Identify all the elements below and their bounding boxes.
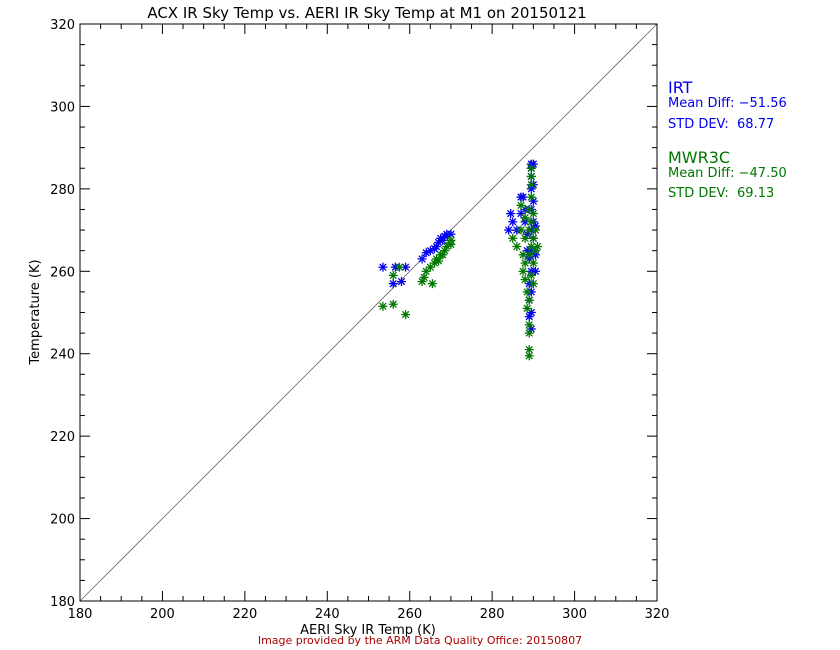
- data-point: [504, 225, 514, 235]
- y-tick-label: 280: [50, 183, 75, 198]
- one-to-one-line: [79, 23, 658, 602]
- data-point: [394, 262, 404, 272]
- data-point: [524, 295, 534, 305]
- data-point: [378, 301, 388, 311]
- y-tick-label: 300: [50, 100, 75, 115]
- y-tick-label: 240: [50, 348, 75, 363]
- data-point: [419, 272, 429, 282]
- data-point: [446, 235, 456, 245]
- x-axis-label: AERI Sky IR Temp (K): [300, 623, 436, 638]
- data-point: [516, 200, 526, 210]
- data-point: [417, 277, 427, 287]
- data-point: [434, 256, 444, 266]
- chart-title: ACX IR Sky Temp vs. AERI IR Sky Temp at …: [147, 4, 586, 22]
- data-point: [388, 299, 398, 309]
- x-tick-label: 300: [562, 607, 587, 622]
- data-point: [528, 209, 538, 219]
- data-point: [427, 279, 437, 289]
- data-point: [522, 303, 532, 313]
- y-tick-label: 260: [50, 265, 75, 280]
- data-point: [520, 233, 530, 243]
- data-point: [442, 242, 452, 252]
- data-point: [446, 229, 456, 239]
- data-point: [526, 180, 536, 190]
- series-mwr3c: [378, 163, 542, 361]
- y-tick-label: 180: [50, 595, 75, 610]
- data-point: [508, 217, 518, 227]
- image-credit: Image provided by the ARM Data Quality O…: [257, 634, 583, 647]
- data-point: [440, 246, 450, 256]
- data-point: [520, 275, 530, 285]
- data-point: [524, 320, 534, 330]
- x-tick-label: 220: [232, 607, 257, 622]
- data-point: [524, 351, 534, 361]
- data-point: [528, 233, 538, 243]
- data-point: [522, 287, 532, 297]
- data-point: [526, 163, 536, 173]
- data-point: [524, 328, 534, 338]
- data-point: [528, 258, 538, 268]
- data-point: [520, 213, 530, 223]
- data-point: [516, 225, 526, 235]
- data-point: [518, 192, 528, 202]
- data-point: [396, 277, 406, 287]
- y-tick-label: 320: [50, 18, 75, 33]
- x-tick-label: 200: [150, 607, 175, 622]
- x-tick-label: 240: [315, 607, 340, 622]
- data-point: [520, 258, 530, 268]
- data-point: [530, 225, 540, 235]
- data-point: [378, 262, 388, 272]
- mwr3c-std-dev: STD DEV: 69.13: [668, 186, 775, 201]
- y-tick-label: 200: [50, 513, 75, 528]
- x-tick-label: 320: [645, 607, 670, 622]
- data-point: [425, 262, 435, 272]
- irt-mean-diff: Mean Diff: −51.56: [668, 96, 787, 111]
- data-point: [524, 312, 534, 322]
- x-tick-label: 180: [68, 607, 93, 622]
- irt-legend-label: IRT: [668, 78, 693, 97]
- data-point: [526, 192, 536, 202]
- data-point: [388, 279, 398, 289]
- x-tick-label: 260: [397, 607, 422, 622]
- data-point: [532, 242, 542, 252]
- irt-std-dev: STD DEV: 68.77: [668, 117, 775, 132]
- axis-ticks: 180 200 220 240 260 280 300 320 180 200 220 240 260 2…: [50, 18, 669, 622]
- data-points: [378, 159, 542, 361]
- data-point: [388, 270, 398, 280]
- data-point: [506, 209, 516, 219]
- x-tick-label: 280: [480, 607, 505, 622]
- data-point: [518, 266, 528, 276]
- data-point: [508, 233, 518, 243]
- data-point: [526, 270, 536, 280]
- data-point: [526, 171, 536, 181]
- data-point: [524, 250, 534, 260]
- mwr3c-mean-diff: Mean Diff: −47.50: [668, 166, 787, 181]
- y-tick-label: 220: [50, 430, 75, 445]
- y-axis-label: Temperature (K): [28, 259, 43, 365]
- data-point: [417, 254, 427, 264]
- data-point: [526, 217, 536, 227]
- data-point: [512, 242, 522, 252]
- data-point: [524, 204, 534, 214]
- data-point: [524, 225, 534, 235]
- data-point: [401, 310, 411, 320]
- mwr3c-legend-label: MWR3C: [668, 148, 731, 167]
- data-point: [528, 279, 538, 289]
